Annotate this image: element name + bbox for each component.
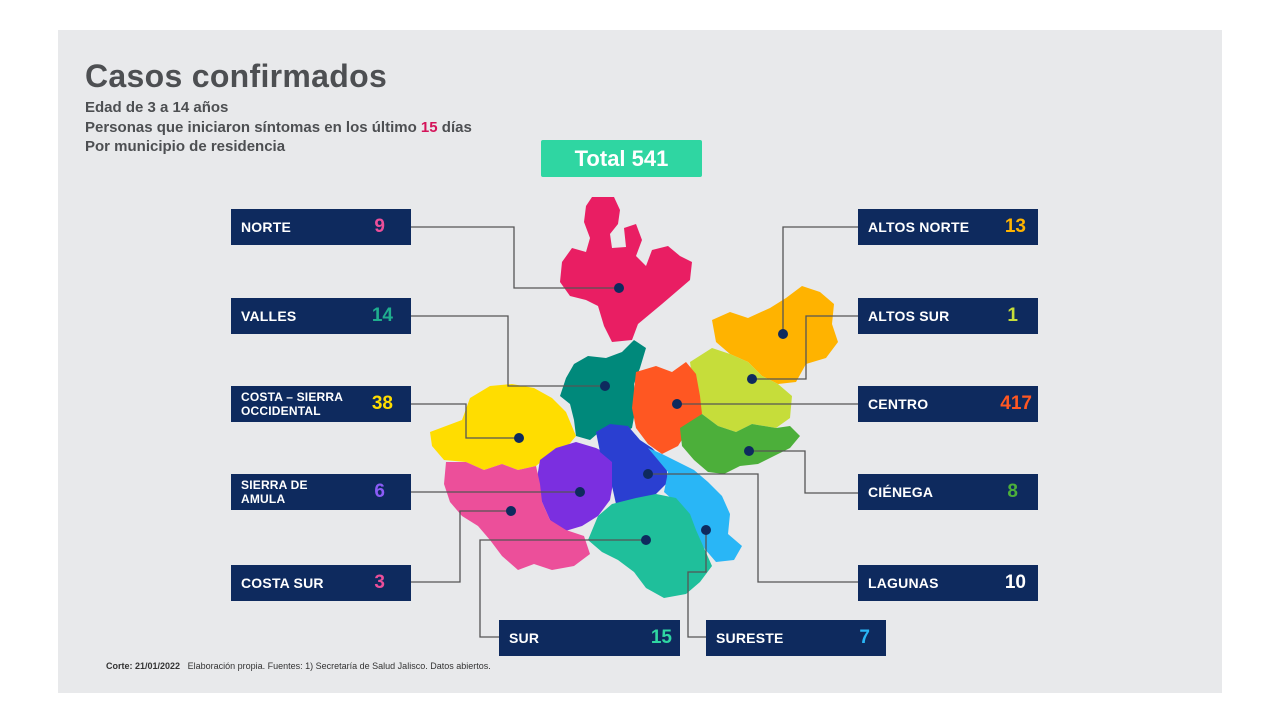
region-costa-sur: [444, 462, 590, 570]
region-label-costa-sierra-occidental: COSTA – SIERRA OCCIDENTAL: [241, 386, 343, 422]
marker-sureste: [701, 525, 711, 535]
connector-sureste: [687, 530, 707, 638]
subtitle-period: Personas que iniciaron síntomas en los ú…: [85, 119, 472, 136]
subtitle-period-days: 15: [420, 119, 438, 136]
map-regions: [430, 197, 838, 598]
region-value-altos-sur: 1: [1007, 305, 1018, 326]
region-markers: [506, 283, 788, 545]
marker-altos-sur: [747, 374, 757, 384]
region-box-norte: NORTE 9: [231, 209, 411, 245]
region-label-costa-sierra-line2: OCCIDENTAL: [241, 404, 321, 418]
region-label-sierra-amula-line1: SIERRA DE: [241, 478, 308, 492]
connector-norte: [410, 226, 619, 289]
region-label-norte: NORTE: [241, 219, 291, 235]
region-box-lagunas: LAGUNAS 10: [858, 565, 1038, 601]
region-value-sureste: 7: [859, 627, 870, 648]
footer-cutoff-date: Corte: 21/01/2022: [106, 661, 181, 671]
region-box-sureste: SURESTE 7: [706, 620, 886, 656]
region-box-costa-sur: COSTA SUR 3: [231, 565, 411, 601]
region-value-centro: 417: [1000, 393, 1032, 414]
connector-costa-sur: [410, 510, 511, 583]
region-box-altos-norte: ALTOS NORTE 13: [858, 209, 1038, 245]
marker-lagunas: [643, 469, 653, 479]
footer-source: Corte: 21/01/2022 Elaboración propia. Fu…: [106, 661, 491, 671]
connector-costa-sierra: [410, 403, 519, 439]
region-box-cienega: CIÉNEGA 8: [858, 474, 1038, 510]
connector-altos-sur: [752, 315, 858, 380]
marker-sur: [641, 535, 651, 545]
region-value-costa-sur: 3: [374, 572, 385, 593]
region-box-costa-sierra-occidental: COSTA – SIERRA OCCIDENTAL 38: [231, 386, 411, 422]
connector-altos-norte: [782, 226, 858, 334]
region-value-lagunas: 10: [1004, 572, 1026, 593]
region-value-valles: 14: [371, 305, 393, 326]
region-norte: [560, 197, 692, 342]
region-cienega: [680, 414, 800, 474]
region-label-valles: VALLES: [241, 308, 297, 324]
region-label-lagunas: LAGUNAS: [868, 575, 939, 591]
region-label-costa-sur: COSTA SUR: [241, 575, 324, 591]
footer-sources: Elaboración propia. Fuentes: 1) Secretar…: [187, 661, 491, 671]
region-value-sur: 15: [650, 627, 672, 648]
subtitle-period-unit: días: [441, 119, 472, 136]
marker-altos-norte: [778, 329, 788, 339]
region-lagunas: [596, 424, 668, 504]
region-box-altos-sur: ALTOS SUR 1: [858, 298, 1038, 334]
connector-sur: [479, 539, 646, 638]
region-label-altos-sur: ALTOS SUR: [868, 308, 950, 324]
connector-cienega: [749, 450, 858, 494]
marker-norte: [614, 283, 624, 293]
page-title: Casos confirmados: [85, 58, 388, 94]
region-label-sureste: SURESTE: [716, 630, 784, 646]
region-value-costa-sierra-occidental: 38: [371, 393, 393, 414]
region-label-altos-norte: ALTOS NORTE: [868, 219, 970, 235]
region-label-sierra-de-amula: SIERRA DE AMULA: [241, 474, 308, 510]
total-badge: Total 541: [541, 140, 702, 177]
marker-valles: [600, 381, 610, 391]
region-box-sur: SUR 15: [499, 620, 680, 656]
subtitle-period-text: Personas que iniciaron síntomas en los ú…: [85, 119, 417, 136]
region-value-cienega: 8: [1007, 481, 1018, 502]
region-label-sur: SUR: [509, 630, 540, 646]
marker-costa-sur: [506, 506, 516, 516]
subtitle-residence: Por municipio de residencia: [85, 138, 286, 155]
region-box-valles: VALLES 14: [231, 298, 411, 334]
connector-valles: [410, 315, 605, 387]
region-box-centro: CENTRO 417: [858, 386, 1038, 422]
connector-lagunas: [648, 473, 858, 583]
region-value-norte: 9: [374, 216, 385, 237]
region-value-sierra-de-amula: 6: [374, 481, 385, 502]
region-label-costa-sierra-line1: COSTA – SIERRA: [241, 390, 344, 404]
region-altos-sur: [690, 348, 792, 432]
region-label-cienega: CIÉNEGA: [868, 484, 934, 500]
marker-costa-sierra: [514, 433, 524, 443]
region-sierra-de-amula: [536, 442, 614, 532]
region-costa-sierra-occidental: [430, 384, 576, 470]
marker-cienega: [744, 446, 754, 456]
subtitle-age: Edad de 3 a 14 años: [85, 99, 229, 116]
marker-sierra-amula: [575, 487, 585, 497]
region-label-centro: CENTRO: [868, 396, 929, 412]
marker-centro: [672, 399, 682, 409]
region-box-sierra-de-amula: SIERRA DE AMULA 6: [231, 474, 411, 510]
region-sur: [588, 494, 712, 598]
connector-lines: [410, 226, 858, 638]
region-value-altos-norte: 13: [1004, 216, 1026, 237]
region-sureste: [648, 448, 742, 562]
region-label-sierra-amula-line2: AMULA: [241, 492, 286, 506]
